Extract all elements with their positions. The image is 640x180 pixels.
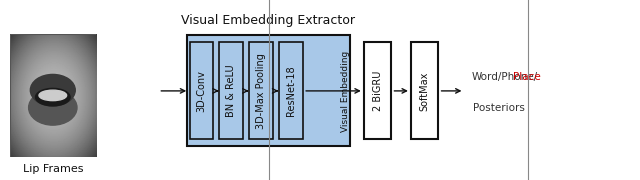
Text: 3D-Conv: 3D-Conv	[196, 70, 207, 112]
Text: 3D-Max Pooling: 3D-Max Pooling	[256, 53, 266, 129]
Bar	[249, 42, 273, 139]
Ellipse shape	[36, 88, 70, 106]
Ellipse shape	[39, 90, 67, 101]
Text: Visual Embedding: Visual Embedding	[341, 50, 350, 132]
Text: SoftMax: SoftMax	[420, 71, 429, 111]
Text: Visual Embedding Extractor: Visual Embedding Extractor	[182, 14, 355, 27]
Ellipse shape	[30, 74, 76, 106]
Bar	[279, 42, 303, 139]
Bar	[411, 42, 438, 139]
Bar	[220, 42, 243, 139]
Text: Place: Place	[513, 72, 540, 82]
Text: Word/Phone/: Word/Phone/	[472, 72, 538, 82]
Ellipse shape	[29, 90, 77, 125]
Bar	[189, 42, 213, 139]
Text: 2 BiGRU: 2 BiGRU	[372, 71, 383, 111]
Text: Lip Frames: Lip Frames	[22, 164, 83, 174]
Text: BN & ReLU: BN & ReLU	[227, 65, 236, 117]
Bar	[364, 42, 391, 139]
Text: Posteriors: Posteriors	[473, 103, 525, 112]
Bar	[10, 34, 96, 157]
Bar	[187, 35, 350, 146]
Text: ResNet-18: ResNet-18	[286, 66, 296, 116]
